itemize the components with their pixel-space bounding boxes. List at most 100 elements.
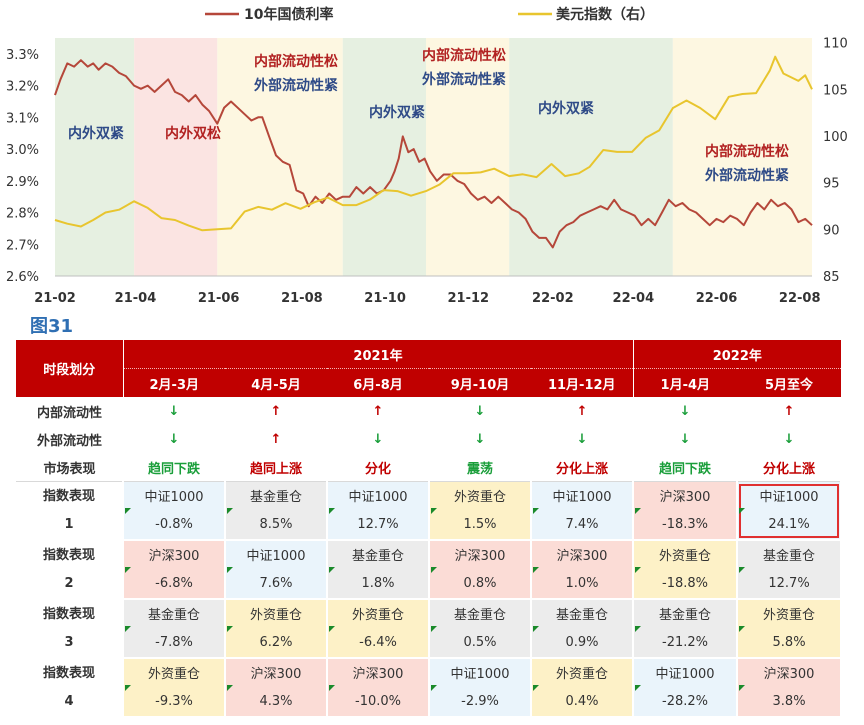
index-return: 0.5% (463, 634, 497, 650)
index-return: -0.8% (155, 516, 193, 532)
index-return: 0.9% (565, 634, 599, 650)
index-return-cell: 沪深300 0.8% (428, 539, 532, 600)
liquidity-down-arrow: ↓ (474, 403, 486, 419)
liquidity-down-arrow: ↓ (474, 431, 486, 447)
index-return-cell: 基金重仓 0.5% (428, 598, 532, 659)
index-name: 外资重仓 (147, 666, 200, 682)
header-period: 1月-4月 (633, 368, 738, 397)
corner-marker (739, 685, 746, 691)
corner-marker (329, 685, 335, 691)
region-label-external: 外部流动性紧 (422, 71, 506, 88)
corner-marker (533, 508, 539, 514)
y-right-tick-label: 110 (823, 37, 848, 52)
x-tick-label: 22-08 (779, 291, 821, 306)
index-name: 中证1000 (450, 666, 510, 682)
market-performance-value: 震荡 (466, 461, 493, 477)
index-return: -18.3% (662, 516, 709, 532)
index-name: 基金重仓 (659, 607, 712, 623)
market-performance-value: 分化上涨 (556, 461, 609, 477)
y-left-tick-label: 2.8% (6, 207, 39, 222)
regime-region-2 (217, 38, 343, 276)
region-label-external: 外部流动性紧 (705, 167, 789, 184)
index-return-cell: 外资重仓 -9.3% (122, 657, 226, 718)
index-return-cell: 中证1000 7.6% (224, 539, 328, 600)
corner-marker (329, 567, 335, 573)
rank-number: 4 (64, 693, 74, 709)
y-left-tick-label: 2.7% (6, 238, 39, 253)
rank-label: 指数表现 (42, 547, 95, 563)
figure-label: 图31 (30, 316, 74, 337)
header-period: 11月-12月 (531, 368, 634, 397)
region-label-external: 外部流动性紧 (254, 77, 338, 94)
index-name: 基金重仓 (453, 607, 506, 623)
rank-number: 1 (64, 517, 74, 532)
rank-number: 2 (64, 575, 74, 591)
x-tick-label: 21-02 (34, 291, 76, 306)
index-return: -18.8% (662, 575, 709, 591)
corner-marker (227, 567, 233, 573)
market-performance-value: 趋同上涨 (249, 461, 302, 477)
x-tick-label: 21-10 (364, 291, 406, 306)
liquidity-up-arrow: ↑ (270, 403, 282, 419)
index-name: 外资重仓 (763, 607, 816, 623)
y-left-tick-label: 3.3% (6, 48, 39, 63)
header-year-2022: 2022年 (633, 340, 842, 369)
index-return-cell: 中证1000 12.7% (326, 481, 430, 541)
corner-marker (125, 508, 131, 514)
corner-marker (533, 626, 539, 632)
header-period: 4月-5月 (225, 368, 327, 397)
index-return-cell: 基金重仓 8.5% (224, 481, 328, 541)
regime-region-5 (509, 38, 673, 276)
market-performance-value: 趋同下跌 (147, 461, 200, 477)
index-return: 0.4% (565, 693, 599, 709)
x-tick-label: 21-12 (447, 291, 489, 306)
index-return: 24.1% (768, 516, 810, 532)
index-return-cell: 外资重仓 1.5% (428, 481, 532, 541)
y-left-tick-label: 3.0% (6, 143, 39, 158)
corner-marker (227, 685, 233, 691)
region-label-internal: 内部流动性松 (705, 143, 789, 160)
index-return-cell: 沪深300 -6.8% (122, 539, 226, 600)
index-return: -6.8% (155, 575, 193, 591)
index-return: 8.5% (259, 516, 293, 532)
index-name: 外资重仓 (453, 489, 506, 505)
liquidity-up-arrow: ↑ (270, 431, 282, 447)
index-return: 7.6% (259, 575, 293, 591)
ranking-row: 指数表现 1 中证1000 -0.8% 基金重仓 8.5% 中证1000 12.7% 外资重仓 1… (16, 481, 843, 541)
liquidity-up-arrow: ↑ (372, 403, 384, 419)
rank-label-cell: 指数表现 3 (16, 599, 123, 658)
corner-marker (125, 685, 131, 691)
index-return-cell: 沪深300 -10.0% (326, 657, 430, 718)
index-return-cell: 基金重仓 1.8% (326, 539, 430, 600)
x-tick-label: 22-02 (532, 291, 574, 306)
index-name: 基金重仓 (147, 607, 200, 623)
header-period: 9月-10月 (429, 368, 531, 397)
series-line-bond-yield (54, 59, 813, 249)
index-return-cell: 中证1000 -28.2% (632, 657, 739, 718)
corner-marker (329, 508, 335, 514)
legend-label: 10年国债利率 (244, 6, 333, 23)
index-return: 1.5% (463, 516, 497, 532)
index-return-cell: 外资重仓 -6.4% (326, 598, 430, 659)
x-tick-label: 21-08 (281, 291, 323, 306)
index-name: 中证1000 (246, 548, 306, 564)
corner-marker (533, 567, 539, 573)
liquidity-down-arrow: ↓ (168, 431, 180, 447)
index-return: -7.8% (155, 634, 193, 650)
index-name: 中证1000 (552, 489, 612, 505)
index-return: -10.0% (355, 693, 401, 709)
index-return-cell: 外资重仓 -18.8% (632, 539, 739, 600)
index-return: 1.8% (361, 575, 395, 591)
liquidity-down-arrow: ↓ (372, 431, 384, 447)
index-return-cell: 外资重仓 5.8% (736, 598, 843, 659)
index-name: 沪深300 (763, 666, 815, 682)
index-name: 基金重仓 (351, 548, 404, 564)
index-return-cell: 沪深300 -18.3% (632, 481, 739, 541)
liquidity-down-arrow: ↓ (679, 431, 691, 447)
region-label: 内外双紧 (538, 100, 594, 117)
region-label: 内外双松 (165, 125, 221, 142)
index-name: 外资重仓 (249, 607, 302, 623)
index-name: 沪深300 (148, 548, 200, 564)
liquidity-down-arrow: ↓ (783, 431, 795, 447)
external-liquidity-row: 外部流动性 ↓ ↑ ↓ ↓ ↓ ↓ ↓ (16, 425, 841, 453)
